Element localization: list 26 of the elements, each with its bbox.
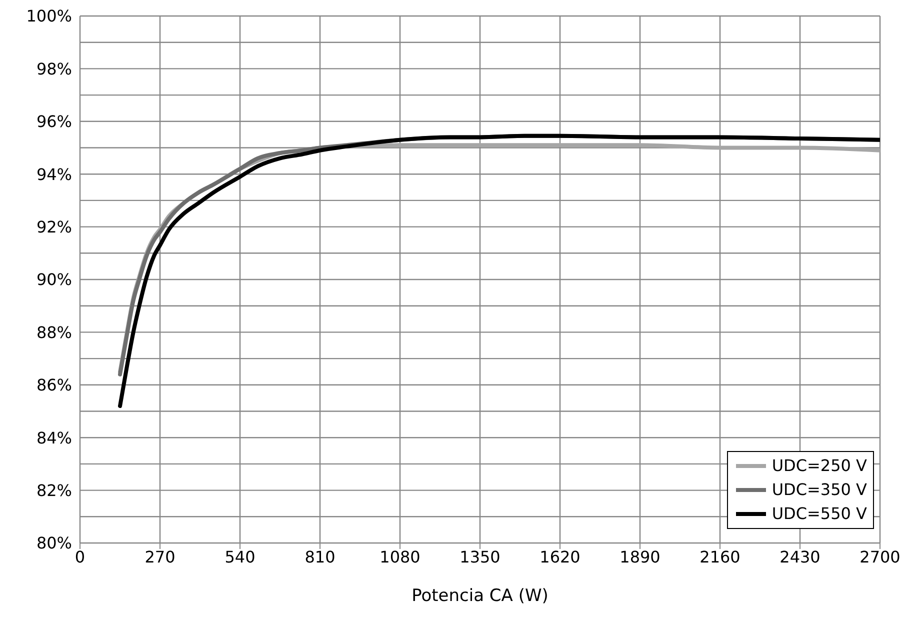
legend-label: UDC=350 V <box>772 479 867 501</box>
y-tick-label: 86% <box>36 376 72 395</box>
x-tick-label: 2160 <box>700 547 740 566</box>
x-tick-label: 1620 <box>540 547 580 566</box>
x-axis-title: Potencia CA (W) <box>412 586 548 606</box>
x-tick-label: 1080 <box>380 547 420 566</box>
x-tick-label: 2700 <box>860 547 900 566</box>
y-tick-label: 80% <box>36 534 72 553</box>
y-tick-label: 100% <box>26 6 72 26</box>
y-tick-label: 92% <box>36 217 72 236</box>
x-tick-label: 2430 <box>780 547 820 566</box>
y-tick-label: 98% <box>36 59 72 78</box>
y-tick-label: 90% <box>36 270 72 290</box>
x-tick-label: 0 <box>74 547 86 566</box>
y-tick-label: 96% <box>36 112 72 132</box>
x-tick-label: 810 <box>304 547 336 566</box>
y-tick-label: 88% <box>36 322 72 342</box>
x-tick-label: 540 <box>224 547 256 566</box>
legend-label: UDC=550 V <box>772 503 867 525</box>
x-tick-label: 1350 <box>460 547 500 566</box>
legend-label: UDC=250 V <box>772 455 867 477</box>
y-tick-label: 94% <box>36 164 72 184</box>
x-tick-label: 270 <box>144 547 176 566</box>
y-tick-label: 84% <box>36 428 72 448</box>
y-tick-label: 82% <box>36 480 72 500</box>
x-tick-label: 1890 <box>620 547 660 566</box>
